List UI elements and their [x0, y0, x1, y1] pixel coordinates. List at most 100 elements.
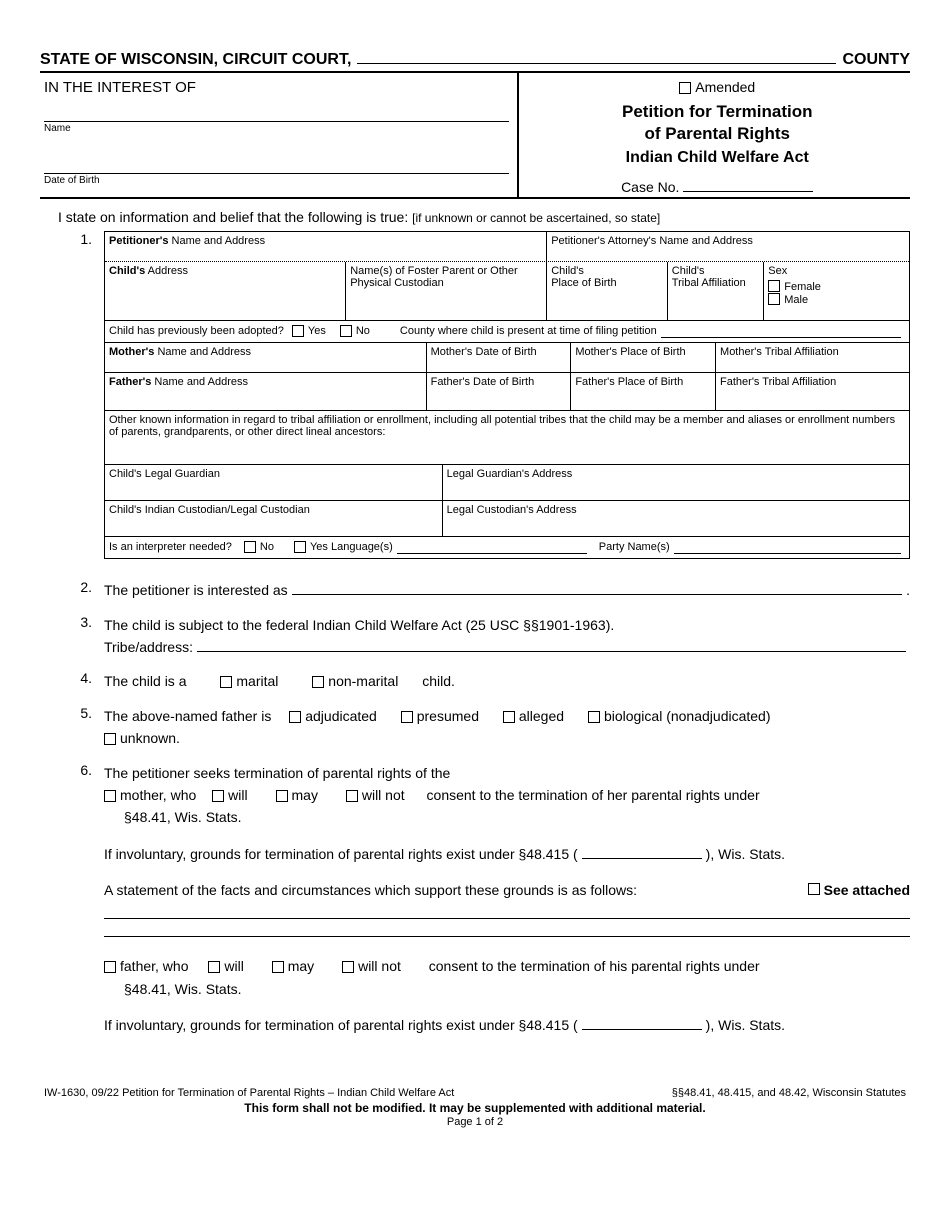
interpreter-row: Is an interpreter needed? No Yes Languag… [105, 537, 909, 558]
section-2: 2. The petitioner is interested as . [70, 579, 910, 601]
m-will-checkbox[interactable] [212, 790, 224, 802]
interp-no-checkbox[interactable] [244, 541, 256, 553]
county-filing-label: County where child is present at time of… [400, 325, 657, 337]
m-will: will [228, 787, 247, 803]
marital-label: marital [236, 673, 278, 689]
cell-child-addr[interactable]: Child's Address [105, 262, 346, 320]
unknown-checkbox[interactable] [104, 733, 116, 745]
county-label: COUNTY [842, 51, 910, 69]
cell-other-info[interactable]: Other known information in regard to tri… [105, 411, 909, 464]
adopted-yes-checkbox[interactable] [292, 325, 304, 337]
nonmarital-checkbox[interactable] [312, 676, 324, 688]
footer-right: §§48.41, 48.415, and 48.42, Wisconsin St… [672, 1087, 906, 1099]
q4-pre: The child is a [104, 673, 186, 689]
f-willnot-checkbox[interactable] [342, 961, 354, 973]
cell-cust-addr[interactable]: Legal Custodian's Address [443, 501, 909, 536]
interest-block: IN THE INTEREST OF Name Date of Birth [40, 73, 519, 197]
cell-guardian-addr[interactable]: Legal Guardian's Address [443, 465, 909, 500]
presumed-label: presumed [417, 708, 479, 724]
intro-note: [if unknown or cannot be ascertained, so… [412, 211, 660, 225]
alleged-label: alleged [519, 708, 564, 724]
section-4: 4. The child is a marital non-marital ch… [70, 670, 910, 692]
party-field[interactable] [674, 540, 901, 554]
section-6: 6. The petitioner seeks termination of p… [70, 762, 910, 1037]
intro-statement: I state on information and belief that t… [58, 209, 910, 225]
nonmarital-label: non-marital [328, 673, 398, 689]
footer-bold: This form shall not be modified. It may … [40, 1101, 910, 1115]
form-title-2: of Parental Rights [527, 123, 909, 145]
cell-father-pob[interactable]: Father's Place of Birth [571, 373, 716, 410]
invol-post-1: ), Wis. Stats. [706, 843, 785, 865]
m-willnot-checkbox[interactable] [346, 790, 358, 802]
county-blank[interactable] [357, 50, 836, 64]
form-title-1: Petition for Termination [527, 101, 909, 123]
interest-title: IN THE INTEREST OF [44, 79, 509, 96]
invol-field-2[interactable] [582, 1016, 702, 1030]
interp-label: Is an interpreter needed? [109, 541, 232, 553]
cell-foster[interactable]: Name(s) of Foster Parent or Other Physic… [346, 262, 547, 320]
num-6: 6. [70, 762, 104, 1037]
marital-checkbox[interactable] [220, 676, 232, 688]
name-line[interactable] [44, 104, 509, 122]
father-checkbox[interactable] [104, 961, 116, 973]
info-table: Petitioner's Name and Address Petitioner… [104, 231, 910, 559]
f-may: may [288, 958, 314, 974]
biological-checkbox[interactable] [588, 711, 600, 723]
amended-checkbox[interactable] [679, 82, 691, 94]
f-may-checkbox[interactable] [272, 961, 284, 973]
cell-mother-pob[interactable]: Mother's Place of Birth [571, 343, 716, 372]
case-caption-block: IN THE INTEREST OF Name Date of Birth Am… [40, 73, 910, 199]
dob-line[interactable] [44, 156, 509, 174]
f-will: will [224, 958, 243, 974]
adopted-no-checkbox[interactable] [340, 325, 352, 337]
cell-mother-tribal[interactable]: Mother's Tribal Affiliation [716, 343, 909, 372]
q3-tribe-field[interactable] [197, 638, 906, 652]
facts-line-2[interactable] [104, 921, 910, 937]
cell-mother-dob[interactable]: Mother's Date of Birth [427, 343, 572, 372]
consent-his: consent to the termination of his parent… [429, 958, 760, 974]
lang-field[interactable] [397, 540, 587, 554]
court-header: STATE OF WISCONSIN, CIRCUIT COURT, COUNT… [40, 50, 910, 73]
q6-intro: The petitioner seeks termination of pare… [104, 762, 910, 784]
adopted-label: Child has previously been adopted? [109, 325, 284, 337]
invol-pre-1: If involuntary, grounds for termination … [104, 843, 578, 865]
footer-left: IW-1630, 09/22 Petition for Termination … [44, 1087, 454, 1099]
cell-attorney[interactable]: Petitioner's Attorney's Name and Address [547, 232, 909, 261]
name-caption: Name [44, 123, 509, 134]
facts-label: A statement of the facts and circumstanc… [104, 879, 637, 901]
county-filing-field[interactable] [661, 324, 901, 338]
cell-mother[interactable]: Mother's Name and Address [105, 343, 427, 372]
see-attached-checkbox[interactable] [808, 883, 820, 895]
cell-petitioner[interactable]: Petitioner's Name and Address [105, 232, 547, 261]
mother-label: mother, who [120, 787, 196, 803]
cell-tribal[interactable]: Child'sTribal Affiliation [668, 262, 764, 320]
presumed-checkbox[interactable] [401, 711, 413, 723]
q3-text: The child is subject to the federal Indi… [104, 614, 910, 636]
num-3: 3. [70, 614, 104, 659]
cell-guardian[interactable]: Child's Legal Guardian [105, 465, 443, 500]
footer-row: IW-1630, 09/22 Petition for Termination … [40, 1087, 910, 1099]
cell-indian-cust[interactable]: Child's Indian Custodian/Legal Custodian [105, 501, 443, 536]
case-no-field[interactable] [683, 179, 813, 192]
interp-lang: Yes Language(s) [310, 541, 393, 553]
unknown-label: unknown. [120, 730, 180, 746]
cell-father-tribal[interactable]: Father's Tribal Affiliation [716, 373, 909, 410]
interp-yes-checkbox[interactable] [294, 541, 306, 553]
m-may-checkbox[interactable] [276, 790, 288, 802]
cell-pob[interactable]: Child'sPlace of Birth [547, 262, 668, 320]
cell-father-dob[interactable]: Father's Date of Birth [427, 373, 572, 410]
facts-line-1[interactable] [104, 903, 910, 919]
q4-post: child. [422, 673, 455, 689]
q3-tribe-label: Tribe/address: [104, 636, 193, 658]
female-checkbox[interactable] [768, 280, 780, 292]
adjudicated-checkbox[interactable] [289, 711, 301, 723]
cell-father[interactable]: Father's Name and Address [105, 373, 427, 410]
form-subtitle: Indian Child Welfare Act [527, 149, 909, 167]
invol-field-1[interactable] [582, 845, 702, 859]
mother-checkbox[interactable] [104, 790, 116, 802]
dob-caption: Date of Birth [44, 175, 509, 186]
f-will-checkbox[interactable] [208, 961, 220, 973]
alleged-checkbox[interactable] [503, 711, 515, 723]
q2-field[interactable] [292, 581, 902, 595]
male-checkbox[interactable] [768, 293, 780, 305]
